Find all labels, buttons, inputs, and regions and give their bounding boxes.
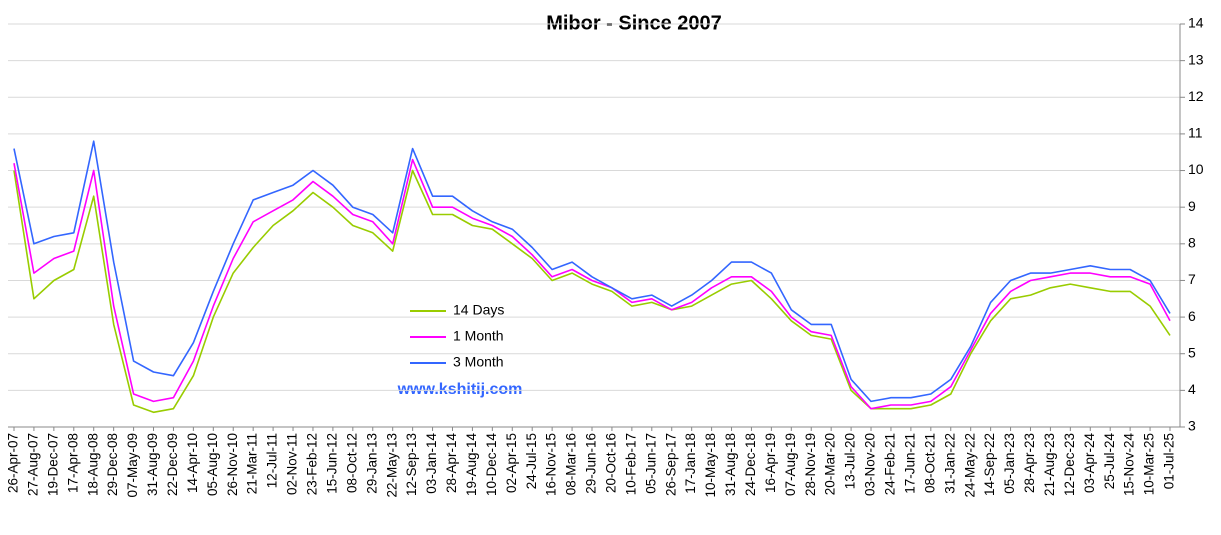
x-tick-label: 13-Jul-20 xyxy=(843,433,858,489)
x-tick-label: 03-Jan-14 xyxy=(424,433,439,494)
x-tick-label: 05-Jan-23 xyxy=(1002,433,1017,494)
x-tick-label: 19-Aug-14 xyxy=(464,433,479,497)
series-line xyxy=(13,140,1171,403)
x-tick-label: 26-Sep-17 xyxy=(663,433,678,496)
x-tick-label: 20-Mar-20 xyxy=(823,433,838,495)
y-tick-label: 10 xyxy=(1188,161,1204,177)
chart-title: Mibor - Since 2007 xyxy=(546,12,722,34)
y-tick-label: 6 xyxy=(1188,308,1196,324)
x-tick-label: 27-Aug-07 xyxy=(25,433,40,496)
x-tick-label: 08-Oct-12 xyxy=(344,433,359,493)
x-tick-label: 18-Aug-08 xyxy=(85,433,100,496)
x-tick-label: 23-Feb-12 xyxy=(305,433,320,495)
x-tick-label: 28-Apr-23 xyxy=(1022,433,1037,493)
x-tick-label: 10-Feb-17 xyxy=(623,433,638,495)
y-tick-label: 5 xyxy=(1188,344,1196,360)
legend-label: 14 Days xyxy=(453,302,504,318)
x-tick-label: 01-Jul-25 xyxy=(1162,433,1177,489)
x-tick-label: 24-Jul-15 xyxy=(524,433,539,489)
x-tick-label: 14-Apr-10 xyxy=(185,433,200,493)
x-tick-label: 19-Dec-07 xyxy=(45,433,60,496)
x-tick-label: 10-Dec-14 xyxy=(484,433,499,497)
x-tick-label: 24-Feb-21 xyxy=(883,433,898,495)
y-tick-label: 11 xyxy=(1188,125,1203,141)
x-tick-label: 31-Jan-22 xyxy=(942,433,957,494)
x-tick-label: 17-Jan-18 xyxy=(683,433,698,494)
x-tick-label: 08-Oct-21 xyxy=(922,433,937,493)
y-tick-label: 4 xyxy=(1188,381,1196,397)
x-tick-label: 21-Mar-11 xyxy=(245,433,260,494)
x-tick-label: 29-Jan-13 xyxy=(364,433,379,494)
x-tick-label: 03-Nov-20 xyxy=(863,433,878,496)
x-tick-label: 12-Dec-23 xyxy=(1062,433,1077,496)
x-tick-label: 26-Nov-10 xyxy=(225,433,240,496)
x-tick-label: 07-May-09 xyxy=(125,433,140,498)
x-tick-label: 20-Oct-16 xyxy=(603,433,618,493)
x-tick-label: 28-Apr-14 xyxy=(444,433,459,494)
x-tick-label: 08-Mar-16 xyxy=(564,433,579,495)
x-tick-label: 31-Aug-18 xyxy=(723,433,738,496)
x-tick-label: 15-Jun-12 xyxy=(324,433,339,494)
x-tick-label: 02-Nov-11 xyxy=(285,433,300,495)
x-tick-label: 12-Jul-11 xyxy=(265,433,280,488)
y-tick-label: 9 xyxy=(1188,198,1196,214)
series-line xyxy=(13,169,1171,414)
y-tick-label: 7 xyxy=(1188,271,1196,287)
x-tick-label: 31-Aug-09 xyxy=(145,433,160,496)
x-tick-label: 29-Dec-08 xyxy=(105,433,120,496)
watermark: www.kshitij.com xyxy=(397,381,523,398)
x-tick-label: 17-Jun-21 xyxy=(902,433,917,494)
x-tick-label: 16-Apr-19 xyxy=(763,433,778,493)
x-tick-label: 05-Aug-10 xyxy=(205,433,220,496)
y-tick-label: 13 xyxy=(1188,51,1204,67)
x-tick-label: 26-Apr-07 xyxy=(6,433,21,493)
y-tick-label: 12 xyxy=(1188,88,1204,104)
y-tick-label: 8 xyxy=(1188,235,1196,251)
x-tick-label: 14-Sep-22 xyxy=(982,433,997,496)
x-tick-label: 05-Jun-17 xyxy=(643,433,658,494)
legend-label: 3 Month xyxy=(453,354,504,370)
x-tick-label: 10-May-18 xyxy=(703,433,718,498)
x-tick-label: 28-Nov-19 xyxy=(803,433,818,496)
x-tick-label: 24-May-22 xyxy=(962,433,977,498)
x-tick-label: 07-Aug-19 xyxy=(783,433,798,496)
legend-label: 1 Month xyxy=(453,328,504,344)
y-tick-label: 3 xyxy=(1188,418,1196,434)
x-tick-label: 29-Jun-16 xyxy=(584,433,599,494)
x-tick-label: 17-Apr-08 xyxy=(65,433,80,493)
x-tick-label: 21-Aug-23 xyxy=(1042,433,1057,496)
x-tick-label: 02-Apr-15 xyxy=(504,433,519,493)
series-line xyxy=(13,158,1171,410)
x-tick-label: 12-Sep-13 xyxy=(404,433,419,496)
x-tick-label: 03-Apr-24 xyxy=(1082,433,1097,494)
x-tick-label: 10-Mar-25 xyxy=(1142,433,1157,495)
x-tick-label: 22-May-13 xyxy=(384,433,399,498)
x-tick-label: 16-Nov-15 xyxy=(544,433,559,496)
y-tick-label: 14 xyxy=(1188,15,1204,31)
x-tick-label: 22-Dec-09 xyxy=(165,433,180,496)
x-tick-label: 15-Nov-24 xyxy=(1122,433,1137,497)
x-tick-label: 25-Jul-24 xyxy=(1102,433,1117,490)
x-tick-label: 24-Dec-18 xyxy=(743,433,758,496)
